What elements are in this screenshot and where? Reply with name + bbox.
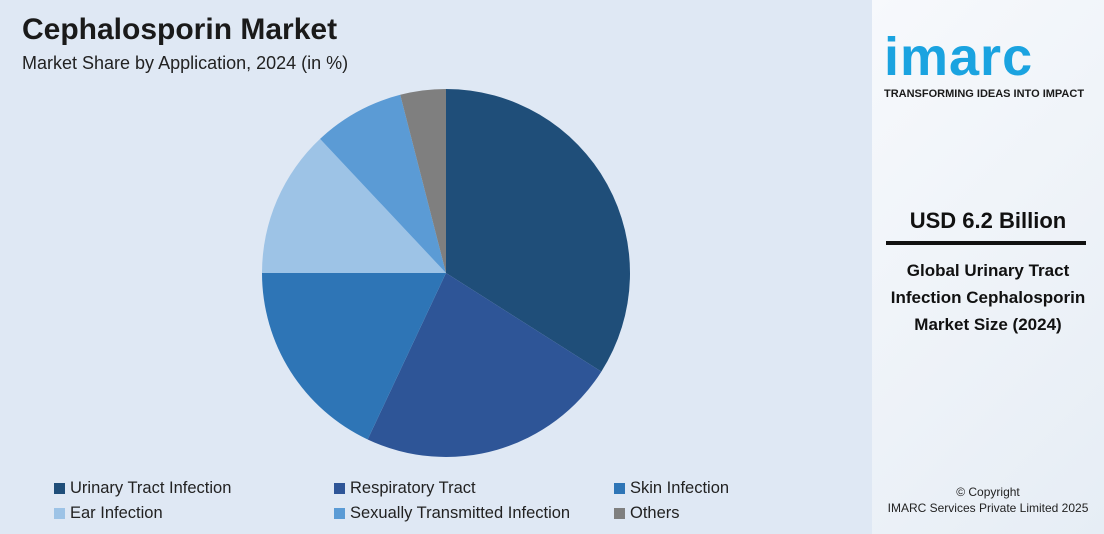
legend-item: Sexually Transmitted Infection	[334, 503, 614, 524]
pie-chart	[262, 89, 630, 457]
pie-slice-ear-infection	[262, 138, 446, 273]
pie-slice-sexually-transmitted-infection	[320, 94, 446, 273]
imarc-logo: IMARC	[884, 27, 1034, 87]
brand-panel	[872, 0, 1104, 534]
legend-item: Ear Infection	[54, 503, 334, 524]
legend-swatch	[334, 508, 345, 519]
legend-swatch	[54, 483, 65, 494]
legend-swatch	[54, 508, 65, 519]
market-description: Global Urinary Tract Infection Cephalosp…	[890, 261, 1086, 334]
legend-swatch	[614, 483, 625, 494]
legend-label: Respiratory Tract	[350, 479, 476, 497]
legend-item: Respiratory Tract	[334, 478, 614, 499]
pie-slice-urinary-tract-infection	[446, 89, 630, 372]
legend-label: Ear Infection	[70, 504, 163, 522]
chart-title: Cephalosporin Market	[22, 13, 338, 46]
copyright-label: © Copyright	[956, 485, 1020, 499]
legend: Urinary Tract Infection Respiratory Tract…	[54, 478, 814, 524]
legend-label: Skin Infection	[630, 479, 730, 497]
tagline: TRANSFORMING IDEAS INTO IMPACT	[884, 88, 1085, 100]
market-value: USD 6.2 Billion	[909, 208, 1067, 233]
copyright: © Copyright IMARC Services Private Limit…	[872, 484, 1104, 516]
legend-label: Others	[630, 504, 680, 522]
pie-slice-respiratory-tract	[367, 273, 602, 457]
chart-subtitle: Market Share by Application, 2024 (in %)	[22, 53, 349, 73]
legend-label: Sexually Transmitted Infection	[350, 504, 571, 522]
company-name: IMARC Services Private Limited 2025	[887, 501, 1089, 515]
pie-slice-others	[400, 89, 446, 273]
legend-label: Urinary Tract Infection	[70, 479, 232, 497]
pie-slice-skin-infection	[262, 273, 446, 440]
legend-item: Others	[614, 503, 814, 524]
divider	[886, 241, 1086, 245]
legend-swatch	[334, 483, 345, 494]
legend-item: Skin Infection	[614, 478, 814, 499]
legend-swatch	[614, 508, 625, 519]
legend-item: Urinary Tract Infection	[54, 478, 334, 499]
